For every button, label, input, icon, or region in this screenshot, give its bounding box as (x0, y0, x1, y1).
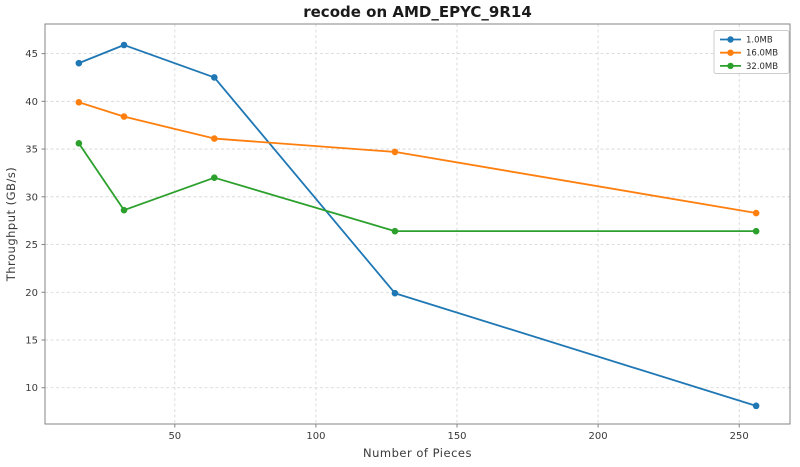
data-point-1.0MB (752, 402, 760, 410)
y-tick-label: 40 (25, 97, 38, 108)
data-point-16.0MB (211, 135, 218, 142)
data-point-32.0MB (752, 227, 760, 235)
y-axis-label: Throughput (GB/s) (4, 167, 18, 283)
data-point-32.0MB (211, 174, 218, 181)
y-tick-label: 30 (25, 192, 38, 203)
x-axis-label: Number of Pieces (363, 446, 472, 460)
data-point-32.0MB (75, 140, 83, 147)
y-tick-label: 45 (25, 49, 38, 60)
y-tick-label: 15 (25, 335, 38, 346)
data-point-32.0MB (120, 206, 128, 214)
data-point-1.0MB (211, 74, 218, 81)
data-point-1.0MB (75, 59, 83, 67)
y-tick-label: 20 (25, 288, 38, 299)
plot-frame (44, 23, 791, 425)
data-point-16.0MB (75, 98, 83, 106)
y-tick-label: 25 (25, 240, 38, 251)
legend-marker (727, 36, 734, 43)
chart-title: recode on AMD_EPYC_9R14 (303, 3, 532, 21)
x-tick-label: 50 (168, 431, 181, 442)
y-tick-label: 35 (25, 145, 38, 156)
legend-label-32.0MB: 32.0MB (746, 62, 778, 72)
data-point-1.0MB (120, 41, 128, 49)
legend-label-16.0MB: 16.0MB (746, 49, 778, 59)
series-line-16.0MB (78, 101, 757, 214)
x-tick-label: 250 (730, 431, 749, 442)
plot-area: 50 100 150 200 250 10 15 20 25 30 35 40 45 1.0MB 16.0M… (25, 23, 791, 442)
data-point-16.0MB (391, 148, 399, 156)
series-line-1.0MB (78, 44, 757, 407)
legend-marker (727, 49, 734, 56)
x-tick-label: 200 (589, 431, 608, 442)
x-tick-label: 100 (306, 431, 325, 442)
data-point-1.0MB (391, 289, 399, 297)
data-point-16.0MB (120, 113, 128, 120)
legend-marker (727, 62, 734, 70)
x-tick-label: 150 (447, 431, 466, 442)
data-point-16.0MB (752, 209, 760, 217)
legend-label-1.0MB: 1.0MB (746, 36, 773, 46)
data-point-32.0MB (391, 227, 399, 235)
y-tick-label: 10 (25, 383, 38, 394)
